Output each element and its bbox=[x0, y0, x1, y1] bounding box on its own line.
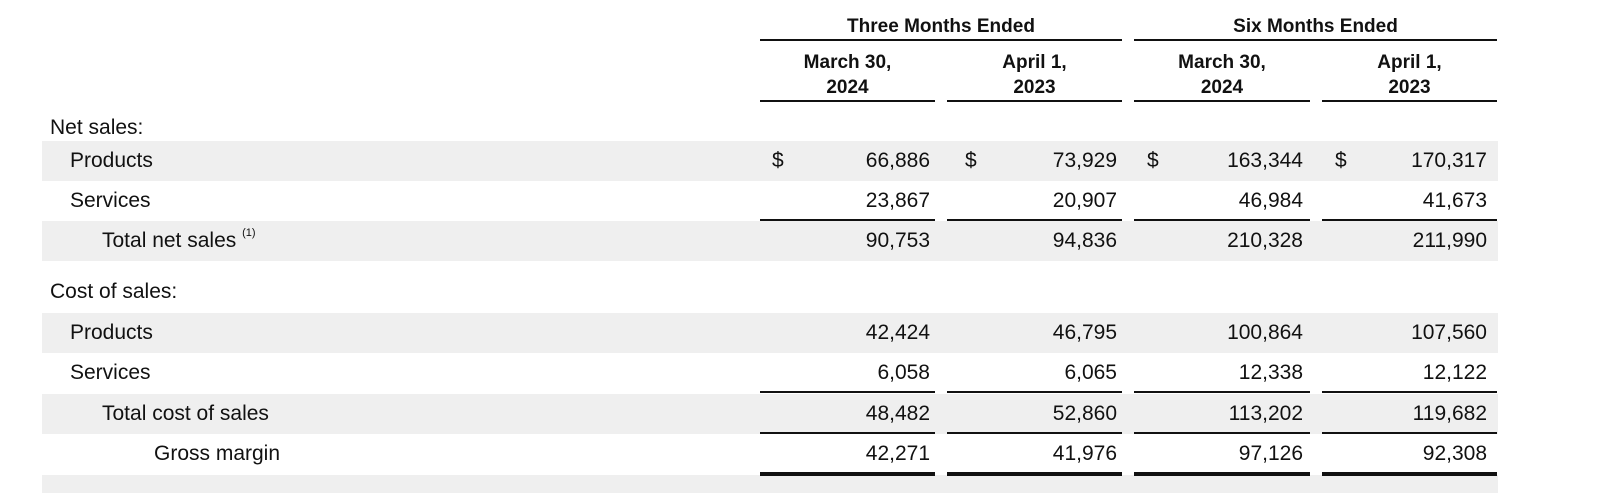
table-row: Total cost of sales 48,482 52,860 113,202 11… bbox=[42, 394, 1498, 434]
divider bbox=[1134, 100, 1310, 102]
value-cell: 41,673 bbox=[1422, 189, 1487, 212]
group-header-six-months: Six Months Ended bbox=[1233, 16, 1398, 37]
column-header: April 1, bbox=[1002, 52, 1067, 73]
row-label: Total cost of sales bbox=[102, 402, 269, 426]
row-label-text: Cost of sales: bbox=[50, 280, 178, 303]
underline bbox=[947, 472, 1122, 474]
table-row-spacer bbox=[42, 475, 1498, 493]
table-row: Services 23,867 20,907 46,984 41,673 bbox=[42, 181, 1498, 221]
divider bbox=[760, 39, 1122, 41]
value-cell: 73,929 bbox=[1052, 149, 1117, 172]
underline bbox=[1322, 391, 1497, 393]
table-row: Total net sales (1) 90,753 94,836 210,328 21… bbox=[42, 221, 1498, 261]
divider bbox=[1322, 100, 1497, 102]
row-label: Gross margin bbox=[154, 442, 280, 466]
value-cell: 42,271 bbox=[865, 442, 930, 465]
value-cell: 52,860 bbox=[1052, 402, 1117, 425]
currency-symbol: $ bbox=[1147, 149, 1159, 172]
underline bbox=[1322, 474, 1497, 476]
value-cell: 97,126 bbox=[1238, 442, 1303, 465]
value-cell: 113,202 bbox=[1228, 402, 1303, 425]
value-cell: 163,344 bbox=[1227, 149, 1303, 172]
row-label-text: Services bbox=[70, 189, 151, 212]
column-header: April 1, bbox=[1377, 52, 1442, 73]
row-label-text: Products bbox=[70, 321, 153, 344]
underline bbox=[1134, 219, 1310, 221]
value-cell: 211,990 bbox=[1412, 229, 1487, 252]
underline bbox=[760, 472, 935, 474]
value-cell: 48,482 bbox=[865, 402, 930, 425]
value-cell: 92,308 bbox=[1422, 442, 1487, 465]
column-header: 2023 bbox=[1388, 77, 1431, 98]
value-cell: 210,328 bbox=[1227, 229, 1303, 252]
underline bbox=[947, 474, 1122, 476]
value-cell: 12,338 bbox=[1238, 361, 1303, 384]
row-label-text: Total net sales bbox=[102, 229, 237, 252]
divider bbox=[1134, 39, 1497, 41]
row-label-text: Gross margin bbox=[154, 442, 281, 465]
value-cell: 46,795 bbox=[1052, 321, 1117, 344]
underline bbox=[1322, 472, 1497, 474]
group-header-three-months: Three Months Ended bbox=[847, 16, 1035, 37]
column-header: 2023 bbox=[1013, 77, 1056, 98]
divider bbox=[760, 100, 935, 102]
value-cell: 6,065 bbox=[1064, 361, 1117, 384]
table-row: Net sales: bbox=[42, 108, 1498, 148]
underline bbox=[1322, 219, 1497, 221]
value-cell: 119,682 bbox=[1412, 402, 1487, 425]
column-header: March 30, bbox=[1178, 52, 1266, 73]
underline bbox=[1134, 391, 1310, 393]
table-row: Products $66,886 $73,929 $163,344 $170,317 bbox=[42, 141, 1498, 181]
currency-symbol: $ bbox=[1335, 149, 1347, 172]
currency-symbol: $ bbox=[772, 149, 784, 172]
row-label: Cost of sales: bbox=[50, 280, 177, 304]
value-cell: 94,836 bbox=[1052, 229, 1117, 252]
row-label: Services bbox=[70, 189, 151, 213]
row-label-text: Net sales: bbox=[50, 116, 144, 139]
underline bbox=[1322, 432, 1497, 434]
table-row: Services 6,058 6,065 12,338 12,122 bbox=[42, 353, 1498, 393]
column-header: 2024 bbox=[1200, 77, 1244, 98]
column-header: 2024 bbox=[826, 77, 869, 98]
row-label-text: Services bbox=[70, 361, 151, 384]
value-cell: 6,058 bbox=[877, 361, 930, 384]
value-cell: 66,886 bbox=[865, 149, 930, 172]
value-cell: 23,867 bbox=[865, 189, 930, 212]
row-label-text: Total cost of sales bbox=[102, 402, 269, 425]
underline bbox=[1134, 472, 1310, 474]
value-cell: 170,317 bbox=[1411, 149, 1487, 172]
underline bbox=[1134, 474, 1310, 476]
underline bbox=[760, 474, 935, 476]
table-row: Gross margin 42,271 41,976 97,126 92,308 bbox=[42, 434, 1498, 474]
divider bbox=[947, 100, 1122, 102]
underline bbox=[1134, 432, 1310, 434]
table-row: Cost of sales: bbox=[42, 272, 1498, 312]
value-cell: 20,907 bbox=[1052, 189, 1117, 212]
footnote-marker: (1) bbox=[242, 227, 256, 239]
value-cell: 41,976 bbox=[1052, 442, 1117, 465]
underline bbox=[947, 219, 1122, 221]
underline bbox=[947, 391, 1122, 393]
currency-symbol: $ bbox=[965, 149, 977, 172]
value-cell: 100,864 bbox=[1227, 321, 1303, 344]
column-header: March 30, bbox=[803, 52, 892, 73]
underline bbox=[760, 432, 935, 434]
row-label: Services bbox=[70, 361, 151, 385]
value-cell: 107,560 bbox=[1411, 321, 1487, 344]
underline bbox=[760, 391, 935, 393]
value-cell: 46,984 bbox=[1238, 189, 1303, 212]
value-cell: 12,122 bbox=[1422, 361, 1487, 384]
value-cell: 90,753 bbox=[865, 229, 930, 252]
row-label: Products bbox=[70, 321, 153, 345]
underline bbox=[947, 432, 1122, 434]
value-cell: 42,424 bbox=[865, 321, 930, 344]
table-row: Products 42,424 46,795 100,864 107,560 bbox=[42, 313, 1498, 353]
underline bbox=[760, 219, 935, 221]
row-label: Net sales: bbox=[50, 116, 143, 140]
row-label-text: Products bbox=[70, 149, 153, 172]
row-label: Total net sales (1) bbox=[102, 227, 256, 253]
row-label: Products bbox=[70, 149, 153, 173]
